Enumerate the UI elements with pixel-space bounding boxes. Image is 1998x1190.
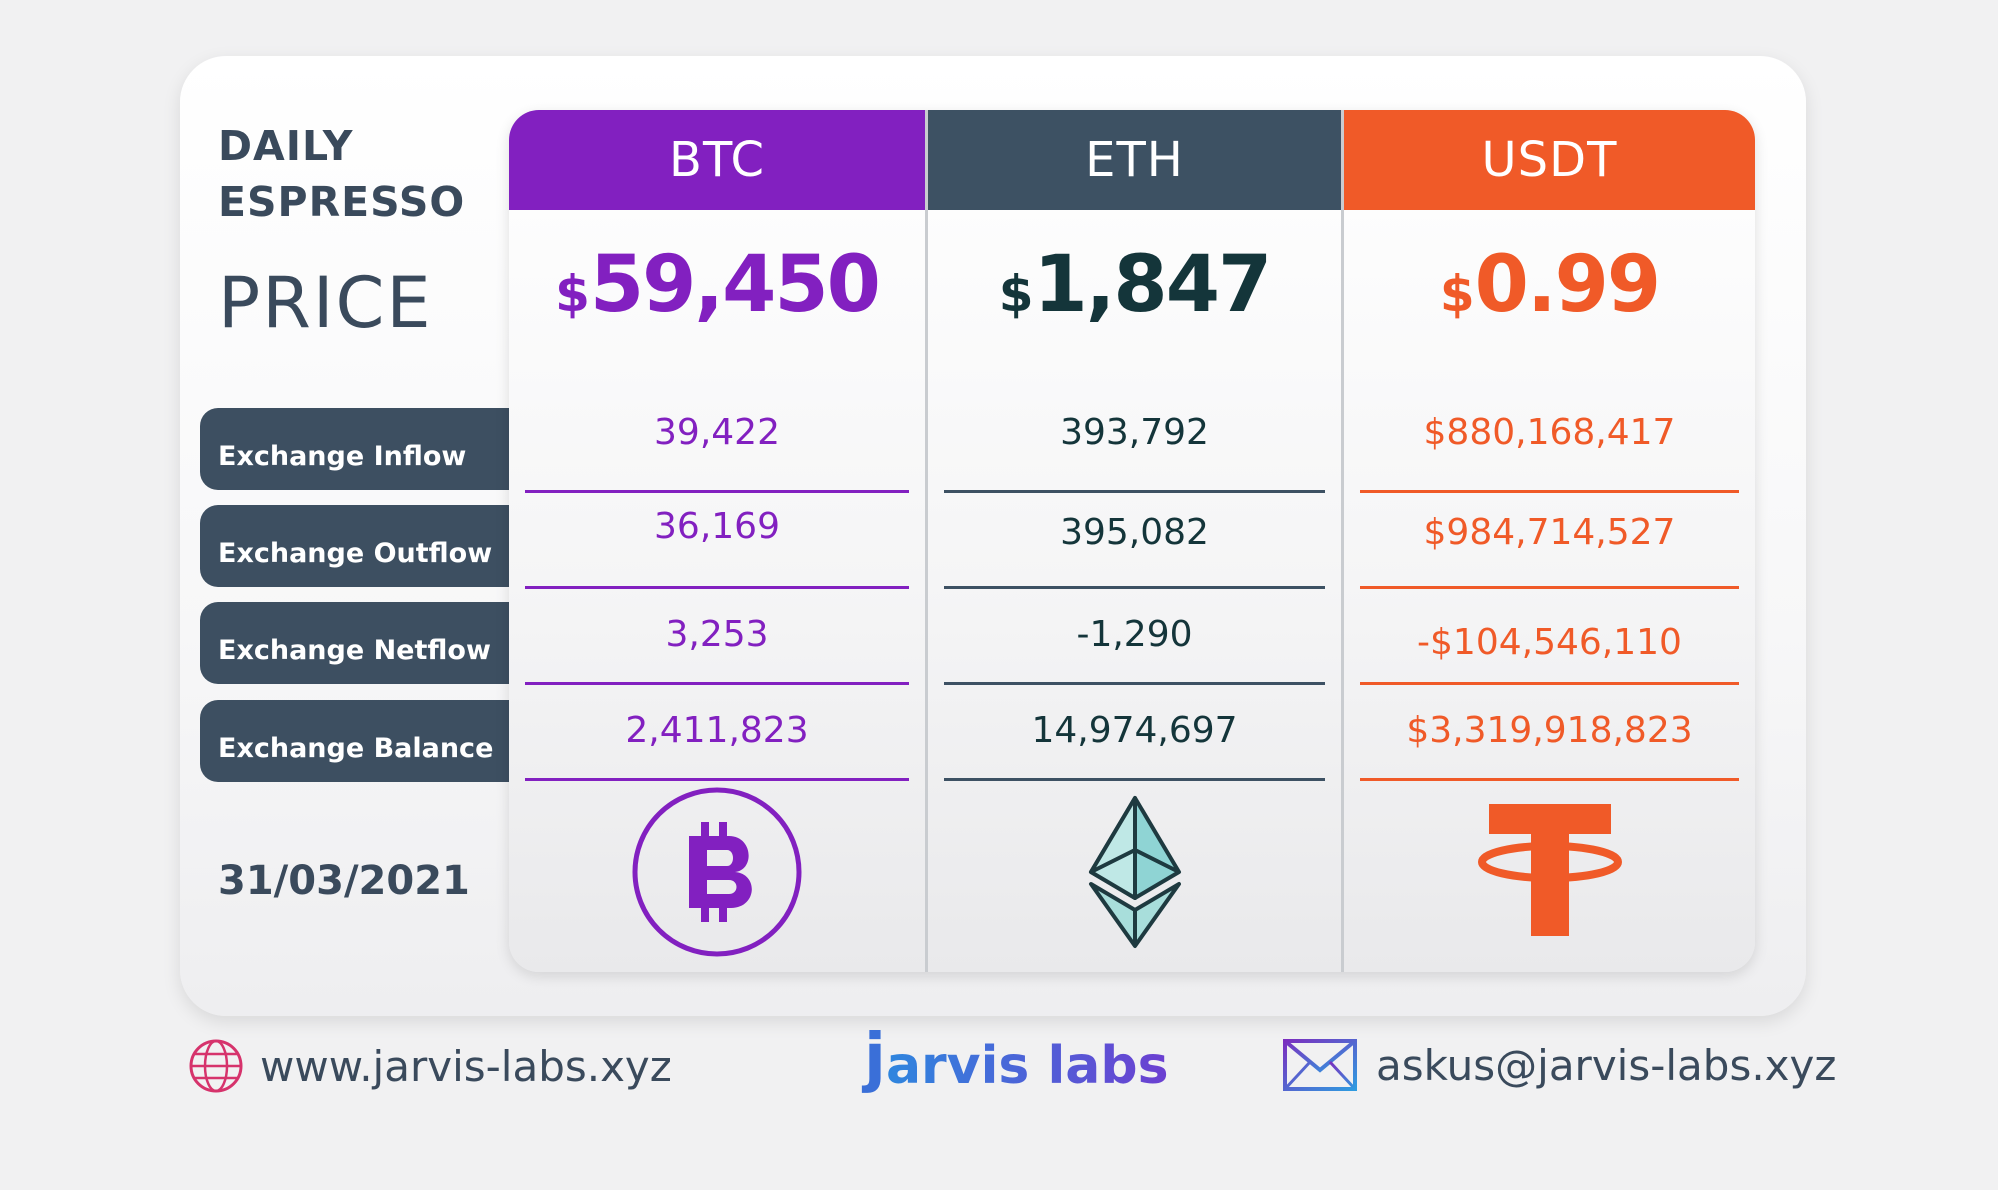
usdt-divider bbox=[1360, 490, 1739, 493]
btc-divider bbox=[525, 490, 909, 493]
eth-netflow: -1,290 bbox=[1076, 614, 1193, 655]
btc-divider bbox=[525, 682, 909, 685]
row-label-outflow: Exchange Outflow bbox=[200, 505, 512, 587]
brand-title-line2: ESPRESSO bbox=[218, 178, 466, 226]
row-label-balance: Exchange Balance bbox=[200, 700, 512, 782]
btc-outflow: 36,169 bbox=[654, 506, 780, 547]
report-date: 31/03/2021 bbox=[218, 858, 470, 904]
usdt-header: USDT bbox=[1344, 110, 1755, 210]
bitcoin-icon bbox=[632, 787, 802, 957]
eth-inflow: 393,792 bbox=[1060, 412, 1209, 453]
usdt-divider bbox=[1360, 778, 1739, 781]
btc-divider bbox=[525, 586, 909, 589]
eth-outflow: 395,082 bbox=[1060, 512, 1209, 553]
eth-column: ETH $1,847 393,792 395,082 -1,290 14,974… bbox=[925, 110, 1341, 972]
email-text: askus@jarvis-labs.xyz bbox=[1376, 1040, 1837, 1090]
btc-divider bbox=[525, 778, 909, 781]
eth-divider bbox=[944, 586, 1325, 589]
usdt-divider bbox=[1360, 682, 1739, 685]
row-label-netflow: Exchange Netflow bbox=[200, 602, 512, 684]
usdt-inflow: $880,168,417 bbox=[1423, 412, 1676, 453]
brand-title-line1: DAILY bbox=[218, 122, 354, 170]
envelope-icon bbox=[1283, 1039, 1357, 1091]
btc-balance: 2,411,823 bbox=[625, 710, 809, 751]
logo-wordmark: arvis labs bbox=[885, 1036, 1169, 1096]
eth-balance: 14,974,697 bbox=[1031, 710, 1238, 751]
usdt-divider bbox=[1360, 586, 1739, 589]
eth-price: $1,847 bbox=[928, 240, 1341, 330]
btc-price-value: 59,450 bbox=[589, 240, 881, 330]
eth-divider bbox=[944, 778, 1325, 781]
btc-column: BTC $59,450 39,422 36,169 3,253 2,411,82… bbox=[509, 110, 925, 972]
coin-table: BTC $59,450 39,422 36,169 3,253 2,411,82… bbox=[509, 110, 1755, 972]
eth-price-value: 1,847 bbox=[1033, 240, 1273, 330]
usdt-outflow: $984,714,527 bbox=[1423, 512, 1676, 553]
eth-currency-symbol: $ bbox=[998, 265, 1034, 323]
price-label: PRICE bbox=[218, 262, 433, 344]
btc-currency-symbol: $ bbox=[555, 265, 590, 323]
btc-header: BTC bbox=[509, 110, 925, 210]
jarvis-labs-logo: j arvis labs bbox=[864, 1026, 1169, 1096]
website-link[interactable]: www.jarvis-labs.xyz bbox=[188, 1038, 672, 1094]
email-link[interactable]: askus@jarvis-labs.xyz bbox=[1282, 1038, 1836, 1092]
usdt-currency-symbol: $ bbox=[1439, 265, 1475, 323]
btc-netflow: 3,253 bbox=[665, 614, 769, 655]
brand-title: DAILY ESPRESSO bbox=[218, 118, 518, 230]
eth-divider bbox=[944, 490, 1325, 493]
eth-header: ETH bbox=[928, 110, 1341, 210]
usdt-price-value: 0.99 bbox=[1474, 240, 1661, 330]
website-text: www.jarvis-labs.xyz bbox=[260, 1041, 672, 1091]
usdt-netflow: -$104,546,110 bbox=[1417, 622, 1682, 663]
usdt-balance: $3,319,918,823 bbox=[1406, 710, 1693, 751]
logo-letter-j: j bbox=[864, 1021, 886, 1095]
usdt-price: $0.99 bbox=[1344, 240, 1755, 330]
eth-divider bbox=[944, 682, 1325, 685]
tether-icon bbox=[1477, 804, 1622, 936]
btc-price: $59,450 bbox=[509, 240, 925, 330]
usdt-column: USDT $0.99 $880,168,417 $984,714,527 -$1… bbox=[1341, 110, 1755, 972]
ethereum-icon bbox=[1088, 796, 1181, 948]
row-label-inflow: Exchange Inflow bbox=[200, 408, 512, 490]
globe-icon bbox=[189, 1039, 243, 1093]
btc-inflow: 39,422 bbox=[654, 412, 780, 453]
